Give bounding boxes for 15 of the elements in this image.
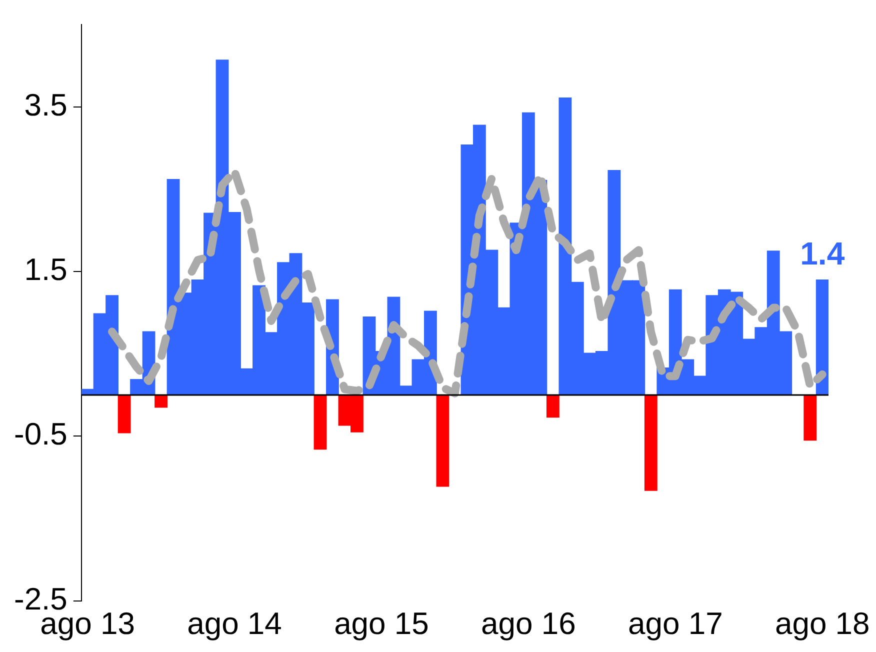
bar bbox=[314, 394, 327, 450]
bar bbox=[644, 394, 658, 491]
bar bbox=[546, 394, 560, 418]
x-tick-label: ago 18 bbox=[774, 606, 870, 641]
bar bbox=[436, 394, 450, 487]
y-tick-label: 1.5 bbox=[24, 252, 68, 288]
x-tick-label: ago 15 bbox=[334, 606, 429, 641]
data-label: 1.4 bbox=[800, 236, 845, 272]
x-tick-label: ago 14 bbox=[187, 606, 282, 641]
x-tick-label: ago 16 bbox=[481, 606, 576, 641]
bar bbox=[118, 394, 131, 434]
y-tick-label: -0.5 bbox=[14, 416, 68, 452]
y-tick-label: 3.5 bbox=[24, 87, 68, 122]
x-tick-label: ago 17 bbox=[628, 606, 723, 641]
bar bbox=[804, 394, 817, 441]
